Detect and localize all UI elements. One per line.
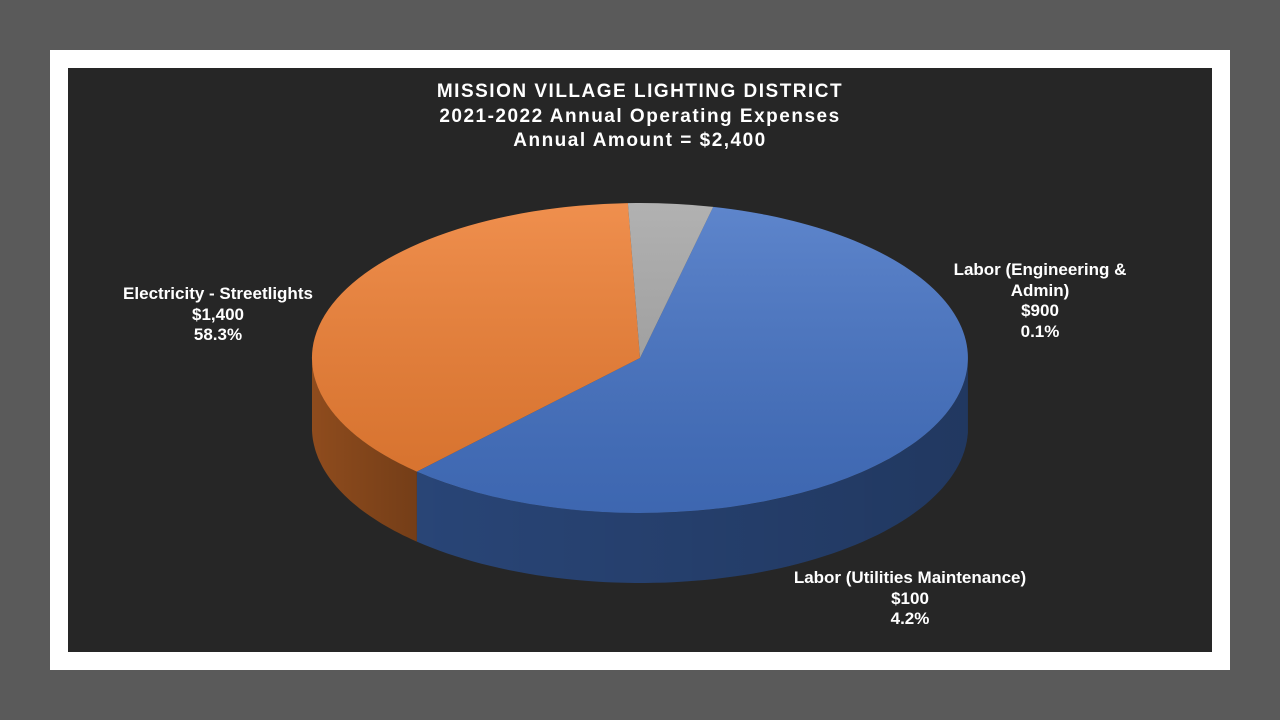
data-label-percent: 4.2%: [890, 609, 930, 628]
data-label-name: Electricity - Streetlights: [123, 284, 313, 303]
chart-title: MISSION VILLAGE LIGHTING DISTRICT: [436, 81, 844, 102]
data-label-name-line2: Admin): [1010, 280, 1070, 300]
chart-subtitle-amount: Annual Amount = $2,400: [513, 130, 767, 151]
data-label-electricity: Electricity - Streetlights $1,400 58.3%: [90, 284, 346, 346]
pie-chart: [311, 202, 968, 583]
chart-subtitle: 2021-2022 Annual Operating Expenses: [439, 105, 841, 127]
data-label-percent: 0.1%: [1020, 321, 1060, 341]
data-label-name: Labor (Utilities Maintenance): [793, 568, 1027, 587]
slide-frame: MISSION VILLAGE LIGHTING DISTRICT 2021-2…: [50, 50, 1230, 670]
pie-side-shade-labor-engineering: [312, 360, 417, 542]
data-label-amount: $1,400: [192, 304, 244, 324]
data-label-amount: $100: [891, 588, 929, 608]
chart-title-block: MISSION VILLAGE LIGHTING DISTRICT 2021-2…: [68, 80, 1212, 154]
data-label-amount: $900: [1021, 301, 1059, 320]
data-label-labor-engineering: Labor (Engineering & Admin) $900 0.1%: [940, 260, 1140, 342]
pie-side-shade-electricity: [416, 362, 968, 583]
chart-panel: MISSION VILLAGE LIGHTING DISTRICT 2021-2…: [68, 68, 1212, 652]
data-label-name: Labor (Engineering &: [953, 260, 1127, 279]
data-label-percent: 58.3%: [193, 325, 243, 344]
data-label-labor-utilities: Labor (Utilities Maintenance) $100 4.2%: [760, 568, 1060, 630]
pie-top-gloss: [312, 203, 968, 513]
